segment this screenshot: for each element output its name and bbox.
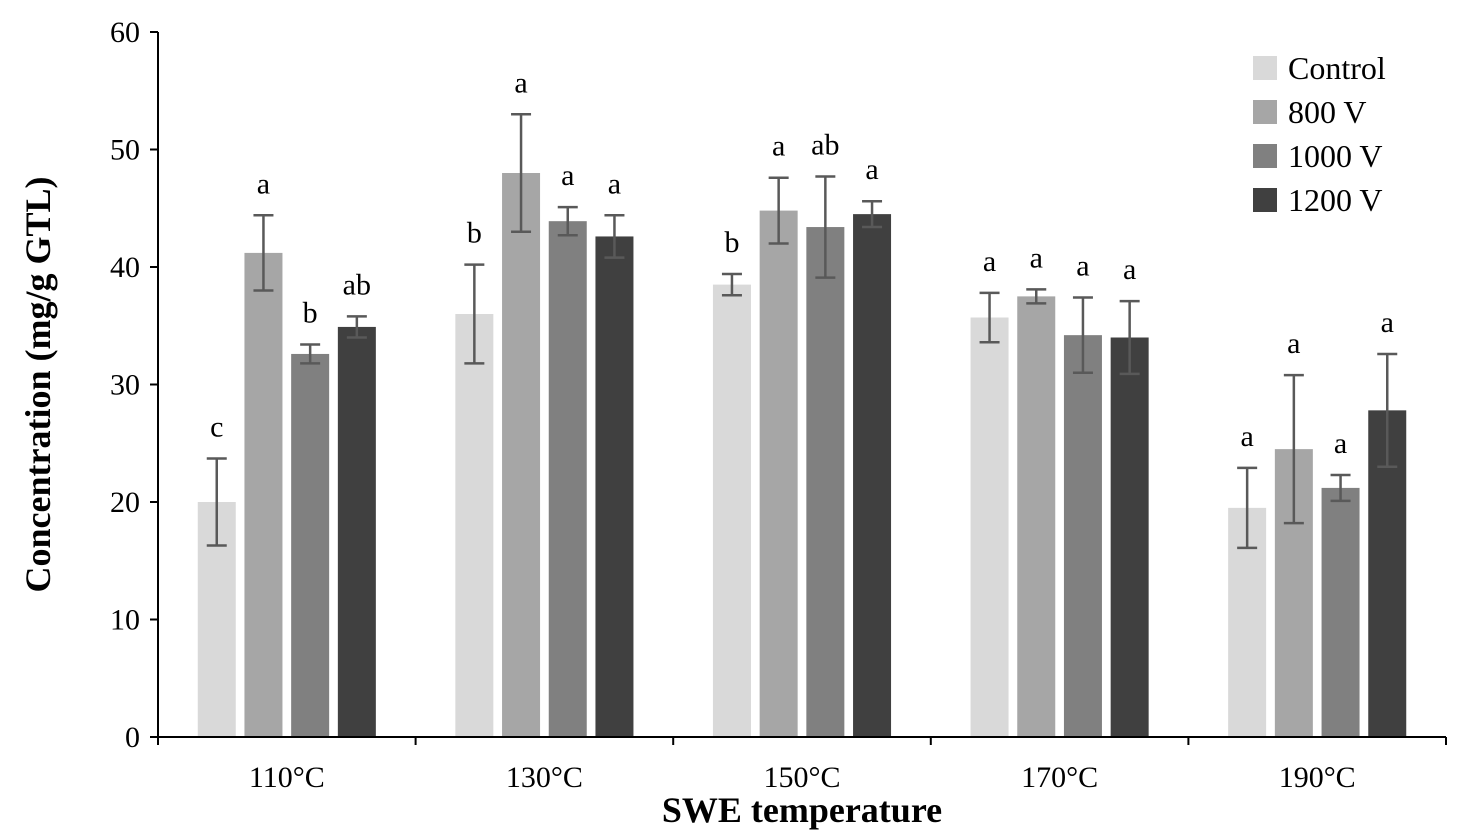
bar (1063, 335, 1102, 737)
y-axis-title: Concentration (mg/g GTL) (18, 177, 58, 593)
axes-layer: 0 10 20 30 40 50 60 110°C 130°C 150°C 170°C 190°C (110, 16, 1447, 794)
significance-letter: a (1334, 427, 1347, 460)
x-tick-label: 150°C (763, 761, 840, 794)
bar (455, 314, 494, 737)
significance-letter: a (1240, 420, 1253, 453)
error-bar (1330, 473, 1351, 503)
significance-letter: b (303, 297, 318, 330)
bar (548, 221, 587, 738)
error-bar (464, 263, 485, 365)
x-tick-label: 130°C (506, 761, 583, 794)
bar (291, 353, 330, 737)
legend-label: 1000 V (1288, 138, 1383, 174)
significance-letter: a (257, 167, 270, 200)
bar (1017, 296, 1056, 737)
error-bar (1283, 373, 1304, 525)
error-bar (768, 176, 789, 245)
y-tick-label: 10 (110, 604, 140, 637)
legend-swatch (1253, 100, 1277, 124)
error-bar (253, 214, 274, 292)
significance-letter: a (1076, 250, 1089, 283)
error-bar (1072, 296, 1093, 374)
bar (759, 210, 798, 738)
x-axis-title: SWE temperature (662, 790, 942, 830)
significance-letter: a (772, 130, 785, 163)
bar (244, 252, 283, 737)
bars-layer (197, 173, 1407, 738)
error-bar (1026, 288, 1047, 305)
error-bar (1237, 466, 1258, 550)
legend-label: 1200 V (1288, 182, 1383, 218)
error-bar (721, 272, 742, 297)
y-tick-label: 20 (110, 486, 140, 519)
significance-letter: a (608, 167, 621, 200)
significance-letter: b (724, 226, 739, 259)
y-ticks: 0 10 20 30 40 50 60 (110, 16, 158, 754)
bar (806, 227, 845, 738)
significance-letter: a (1123, 253, 1136, 286)
legend-swatch (1253, 144, 1277, 168)
error-bar (346, 315, 367, 339)
bar (853, 214, 892, 737)
bar (595, 236, 634, 737)
y-tick-label: 60 (110, 16, 140, 49)
bar (970, 317, 1009, 737)
error-bars-layer (206, 113, 1398, 550)
significance-letter: a (1030, 241, 1043, 274)
y-tick-label: 40 (110, 251, 140, 284)
legend-swatch (1253, 56, 1277, 80)
error-bar (300, 343, 321, 365)
significance-letter: a (514, 66, 527, 99)
error-bar (206, 457, 227, 547)
error-bar (862, 199, 883, 229)
legend-label: 800 V (1288, 94, 1367, 130)
significance-letter: a (1381, 306, 1394, 339)
significance-letter: a (865, 153, 878, 186)
error-bar (979, 291, 1000, 344)
legend: Control 800 V 1000 V 1200 V (1253, 50, 1386, 218)
x-tick-label: 190°C (1279, 761, 1356, 794)
significance-letter: c (210, 411, 223, 444)
x-ticks: 110°C 130°C 150°C 170°C 190°C (157, 737, 1447, 794)
error-bar (1119, 299, 1140, 376)
legend-label: Control (1288, 50, 1386, 86)
bar (502, 173, 541, 737)
significance-letter: ab (343, 268, 371, 301)
error-bar (604, 214, 625, 259)
y-tick-label: 30 (110, 369, 140, 402)
significance-letter: a (1287, 327, 1300, 360)
error-bar (557, 205, 578, 237)
bar (712, 284, 751, 737)
significance-letter: b (467, 217, 482, 250)
bar (337, 326, 376, 737)
error-bar (1377, 352, 1398, 468)
error-bar (511, 113, 532, 233)
x-tick-label: 110°C (249, 761, 325, 794)
significance-letter: a (561, 159, 574, 192)
significance-letter: a (983, 245, 996, 278)
y-tick-label: 50 (110, 134, 140, 167)
error-bar (815, 175, 836, 279)
bar (1321, 487, 1360, 737)
legend-swatch (1253, 188, 1277, 212)
significance-letter: ab (811, 129, 839, 162)
x-tick-label: 170°C (1021, 761, 1098, 794)
bar (1110, 337, 1149, 737)
y-tick-label: 0 (125, 721, 140, 754)
